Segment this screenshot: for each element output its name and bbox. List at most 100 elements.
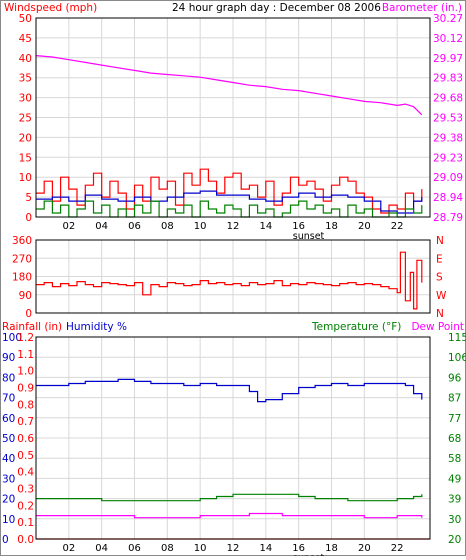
windspeed-tick-45: 45 (19, 33, 32, 45)
compass-tick-0: N (436, 235, 444, 247)
rain-tick-0.6: 0.6 (17, 433, 34, 445)
compass-tick-4: N (436, 308, 444, 320)
compass-tick-3: W (436, 290, 447, 302)
wind-x-tick-04: 04 (95, 221, 108, 232)
barometer-tick-29.53: 29.53 (433, 113, 463, 125)
temp-x-tick-06: 06 (128, 543, 141, 554)
barometer-tick-30.12: 30.12 (433, 33, 463, 45)
humidity-tick-60: 60 (2, 413, 15, 425)
direction-tick-0: 0 (25, 308, 32, 320)
windspeed-tick-25: 25 (19, 113, 32, 125)
temperature-tick-77: 77 (448, 413, 461, 425)
humidity-axis-label: Humidity % (66, 321, 127, 333)
temp-frame (35, 336, 431, 540)
wind-x-tick-20: 20 (358, 221, 371, 232)
temperature-tick-96: 96 (448, 372, 462, 384)
direction-tick-360: 360 (12, 235, 32, 247)
windspeed-tick-20: 20 (19, 132, 32, 144)
wind-x-tick-12: 12 (227, 221, 240, 232)
humidity-tick-0: 0 (2, 534, 9, 546)
barometer-tick-29.97: 29.97 (433, 53, 463, 65)
temperature-axis-label: Temperature (°F) (311, 321, 401, 333)
temperature-tick-20: 20 (448, 534, 461, 546)
wind-x-tick-06: 06 (128, 221, 141, 232)
wind-series-0 (35, 55, 423, 116)
temp-x-tick-04: 04 (95, 543, 108, 554)
wind-x-annotation: sunset (293, 231, 325, 242)
windspeed-tick-50: 50 (19, 13, 32, 25)
temperature-tick-87: 87 (448, 393, 461, 405)
wind-x-tick-08: 08 (161, 221, 174, 232)
humidity-tick-80: 80 (2, 372, 15, 384)
rain-tick-1.2: 1.2 (17, 332, 34, 344)
humidity-tick-90: 90 (2, 352, 15, 364)
temp-x-tick-08: 08 (161, 543, 174, 554)
windspeed-axis-label: Windspeed (mph) (4, 2, 97, 14)
wind-series-2 (36, 190, 423, 214)
windspeed-tick-40: 40 (19, 53, 32, 65)
wind-series-1 (36, 168, 423, 214)
direction-tick-180: 180 (12, 272, 32, 284)
barometer-tick-29.83: 29.83 (433, 73, 463, 85)
humidity-tick-40: 40 (2, 453, 15, 465)
humidity-tick-70: 70 (2, 393, 15, 405)
barometer-tick-28.79: 28.79 (433, 212, 463, 224)
direction-tick-90: 90 (19, 290, 32, 302)
temperature-tick-106: 106 (448, 352, 466, 364)
rain-tick-0.3: 0.3 (17, 484, 34, 496)
temperature-tick-30: 30 (448, 514, 461, 526)
barometer-tick-29.23: 29.23 (433, 152, 463, 164)
wind-x-tick-02: 02 (62, 221, 75, 232)
direction-series-0 (36, 251, 423, 310)
wind-x-tick-18: 18 (325, 221, 338, 232)
temp-x-tick-12: 12 (227, 543, 240, 554)
rain-tick-0.9: 0.9 (17, 383, 34, 395)
temperature-tick-115: 115 (448, 332, 466, 344)
barometer-tick-29.38: 29.38 (433, 132, 463, 144)
barometer-tick-30.27: 30.27 (433, 13, 463, 25)
rain-tick-0.7: 0.7 (17, 416, 34, 428)
compass-tick-2: S (436, 272, 443, 284)
rain-tick-0.4: 0.4 (17, 467, 34, 479)
barometer-tick-28.94: 28.94 (433, 192, 463, 204)
compass-tick-1: E (436, 253, 443, 265)
temp-panel-series-0 (36, 378, 423, 403)
temp-panel-series-2 (36, 512, 423, 519)
temperature-tick-68: 68 (448, 433, 461, 445)
rain-tick-0.2: 0.2 (17, 500, 34, 512)
rainfall-axis-label: Rainfall (in) (2, 321, 62, 333)
barometer-tick-29.09: 29.09 (433, 172, 463, 184)
wind-x-tick-16: 16 (292, 221, 305, 232)
temp-x-tick-22: 22 (391, 543, 404, 554)
humidity-tick-100: 100 (2, 332, 22, 344)
temperature-tick-49: 49 (448, 473, 461, 485)
dewpoint-axis-label: Dew Point (411, 321, 464, 333)
temp-x-tick-14: 14 (259, 543, 272, 554)
rain-tick-0.8: 0.8 (17, 399, 34, 411)
windspeed-tick-0: 0 (25, 212, 32, 224)
windspeed-tick-5: 5 (25, 192, 32, 204)
tick-label-layer: 0 5 10 15 20 25 30 35 40 45 50 28.79 28.94 29.09 29.23… (2, 13, 466, 560)
barometer-tick-29.68: 29.68 (433, 93, 463, 105)
temp-x-tick-16: 16 (292, 543, 305, 554)
windspeed-tick-15: 15 (19, 152, 32, 164)
temp-x-tick-20: 20 (358, 543, 371, 554)
temp-x-tick-10: 10 (194, 543, 207, 554)
wind-x-tick-22: 22 (391, 221, 404, 232)
windspeed-tick-35: 35 (19, 73, 32, 85)
humidity-tick-50: 50 (2, 433, 15, 445)
chart-title: 24 hour graph day : December 08 2006 (172, 2, 381, 14)
rain-tick-0.5: 0.5 (17, 450, 34, 462)
direction-tick-270: 270 (12, 253, 32, 265)
rain-tick-0.1: 0.1 (17, 517, 34, 529)
barometer-axis-label: Barometer (in.) (382, 2, 462, 14)
dir-frame (35, 239, 431, 314)
rain-tick-1.1: 1.1 (17, 349, 34, 361)
wind-x-tick-14: 14 (259, 221, 272, 232)
wind-x-tick-10: 10 (194, 221, 207, 232)
rain-tick-0.0: 0.0 (17, 534, 34, 546)
windspeed-tick-10: 10 (19, 172, 32, 184)
humidity-tick-30: 30 (2, 473, 15, 485)
